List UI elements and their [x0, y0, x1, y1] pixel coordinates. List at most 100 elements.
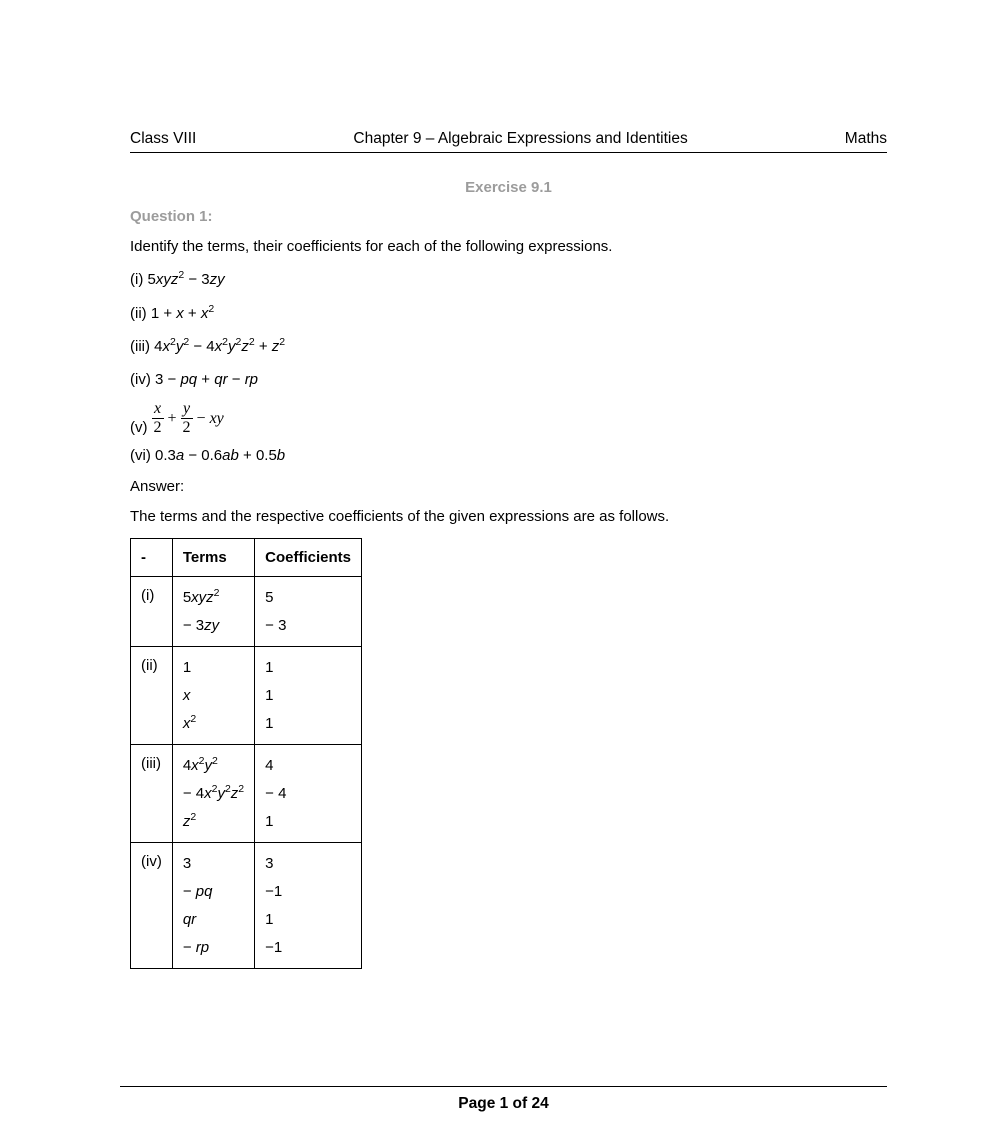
text: 1 + [151, 305, 176, 322]
table-row: (iv) 3 − pq qr − rp 3 −1 1 −1 [131, 842, 362, 968]
term: 1 [183, 657, 244, 678]
fraction-2: y 2 [181, 401, 193, 436]
row-index: (i) [131, 576, 173, 646]
expr-iv-num: (iv) [130, 371, 155, 388]
text: − 4 [189, 338, 214, 355]
table-header-row: - Terms Coefficients [131, 538, 362, 576]
var: x [163, 338, 171, 355]
col-coefficients: Coefficients [255, 538, 362, 576]
terms-cell: 1 x x2 [172, 646, 254, 744]
text: − [228, 371, 245, 388]
expr-i-num: (i) [130, 271, 148, 288]
text: − [183, 883, 196, 900]
expr-ii-num: (ii) [130, 305, 151, 322]
exercise-title: Exercise 9.1 [130, 179, 887, 196]
coeff-cell: 3 −1 1 −1 [255, 842, 362, 968]
fraction-expression: x 2 + y 2 − xy [152, 401, 224, 436]
coeff: 1 [265, 685, 351, 706]
expr-iii: (iii) 4x2y2 − 4x2y2z2 + z2 [130, 335, 887, 358]
coeff: 3 [265, 853, 351, 874]
term: 3 [183, 853, 244, 874]
text: + [184, 305, 201, 322]
header-class: Class VIII [130, 130, 196, 148]
page-header: Class VIII Chapter 9 – Algebraic Express… [130, 130, 887, 153]
expr-iv: (iv) 3 − pq + qr − rp [130, 368, 887, 391]
table-row: (iii) 4x2y2 − 4x2y2z2 z2 4 − 4 1 [131, 744, 362, 842]
terms-cell: 3 − pq qr − rp [172, 842, 254, 968]
text: 3 − [155, 371, 180, 388]
header-chapter: Chapter 9 – Algebraic Expressions and Id… [196, 130, 844, 148]
answer-label: Answer: [130, 478, 887, 495]
sup: 2 [208, 303, 214, 315]
plus-sign: + [168, 410, 177, 428]
text: + [255, 338, 272, 355]
var: qr [214, 371, 227, 388]
coeff: 4 [265, 755, 351, 776]
var: x [183, 687, 191, 704]
sup: 2 [212, 755, 218, 767]
numerator: x [152, 401, 163, 418]
header-subject: Maths [845, 130, 887, 148]
sup: 2 [190, 713, 196, 725]
terms-table: - Terms Coefficients (i) 5xyz2 − 3zy 5 −… [130, 538, 362, 969]
var: xyz [156, 271, 179, 288]
expr-i: (i) 5xyz2 − 3zy [130, 268, 887, 291]
fraction-1: x 2 [152, 401, 164, 436]
text: + 0.5 [239, 447, 277, 464]
var: xyz [191, 589, 214, 606]
var: rp [245, 371, 258, 388]
var: x [204, 785, 212, 802]
row-index: (iii) [131, 744, 173, 842]
sup: 2 [279, 336, 285, 348]
sup: 2 [214, 587, 220, 599]
text: − [183, 939, 196, 956]
coeff: 1 [265, 909, 351, 930]
coeff: − 4 [265, 783, 351, 804]
coeff: −1 [265, 881, 351, 902]
terms-cell: 4x2y2 − 4x2y2z2 z2 [172, 744, 254, 842]
row-index: (ii) [131, 646, 173, 744]
minus-sign: − [197, 410, 206, 428]
row-index: (iv) [131, 842, 173, 968]
var: x [176, 305, 184, 322]
var: qr [183, 911, 196, 928]
var: y [205, 757, 213, 774]
page-number: Page 1 of 24 [120, 1087, 887, 1113]
text: − 4 [183, 785, 204, 802]
expr-vi-num: (vi) [130, 447, 155, 464]
coeff: 5 [265, 587, 351, 608]
var: x [215, 338, 223, 355]
coeff: 1 [265, 811, 351, 832]
var: x [191, 757, 199, 774]
coeff: 1 [265, 713, 351, 734]
var: pq [180, 371, 197, 388]
var: xy [210, 410, 224, 428]
var: y [217, 785, 225, 802]
expr-iii-num: (iii) [130, 338, 154, 355]
var: zy [204, 617, 219, 634]
expr-v-num: (v) [130, 419, 148, 436]
coeff: − 3 [265, 615, 351, 636]
sup: 2 [238, 783, 244, 795]
col-index: - [131, 538, 173, 576]
text: 4 [183, 757, 191, 774]
expr-ii: (ii) 1 + x + x2 [130, 302, 887, 325]
var: pq [196, 883, 213, 900]
expr-v: (v) x 2 + y 2 − xy [130, 401, 887, 436]
question-prompt: Identify the terms, their coefficients f… [130, 235, 887, 258]
page-footer: Page 1 of 24 [120, 1086, 887, 1113]
table-row: (ii) 1 x x2 1 1 1 [131, 646, 362, 744]
text: + [197, 371, 214, 388]
expr-vi: (vi) 0.3a − 0.6ab + 0.5b [130, 444, 887, 467]
terms-cell: 5xyz2 − 3zy [172, 576, 254, 646]
sup: 2 [190, 811, 196, 823]
coeff: −1 [265, 937, 351, 958]
text: − 3 [183, 617, 204, 634]
var: a [176, 447, 184, 464]
coeff-cell: 1 1 1 [255, 646, 362, 744]
text: 0.3 [155, 447, 176, 464]
var: z [241, 338, 249, 355]
coeff-cell: 5 − 3 [255, 576, 362, 646]
denominator: 2 [181, 418, 193, 436]
answer-intro: The terms and the respective coefficient… [130, 505, 887, 528]
